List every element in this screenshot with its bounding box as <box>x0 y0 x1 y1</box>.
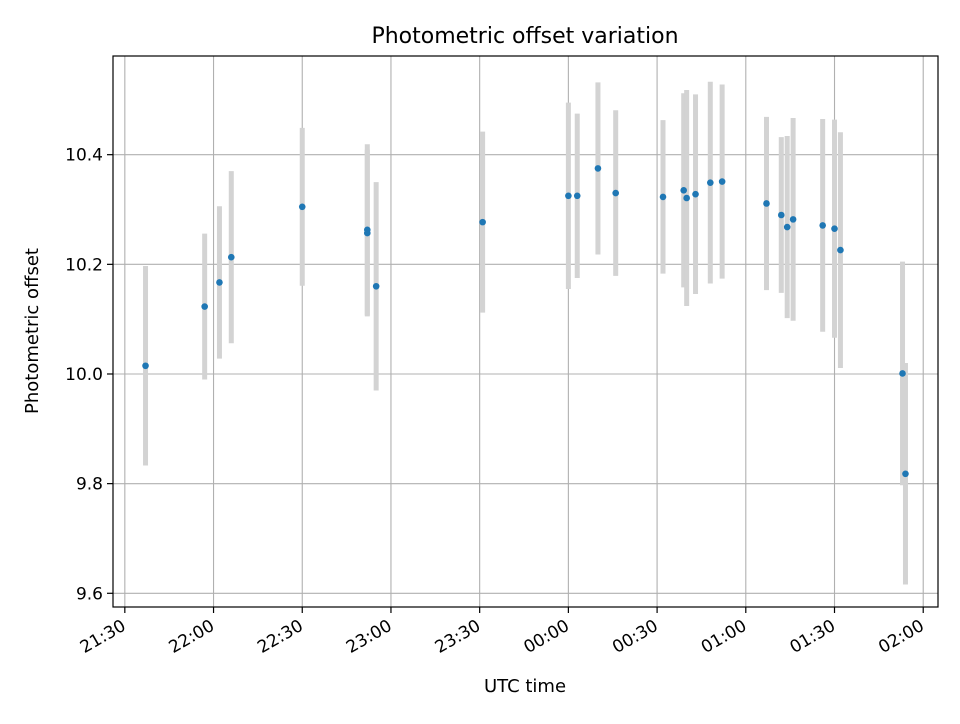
data-point <box>692 190 699 198</box>
data-point <box>216 279 223 286</box>
data-point <box>372 282 380 290</box>
data-point <box>783 223 791 231</box>
data-point <box>683 194 690 202</box>
data-point <box>899 370 906 377</box>
data-points <box>142 165 909 478</box>
data-point <box>902 470 909 478</box>
y-tick-label: 10.0 <box>65 365 103 385</box>
data-point <box>142 362 149 370</box>
y-tick-label: 9.6 <box>76 584 103 604</box>
data-point <box>201 303 208 310</box>
data-point <box>831 225 838 233</box>
y-axis-label: Photometric offset <box>22 248 43 414</box>
data-point <box>565 192 572 200</box>
data-point <box>819 222 826 229</box>
plot-frame <box>112 55 939 608</box>
x-axis-label: UTC time <box>484 676 566 697</box>
y-tick-label: 10.4 <box>65 146 103 166</box>
y-axis: 9.6 9.8 10.0 10.2 10.4 <box>65 146 113 604</box>
data-point <box>718 178 726 185</box>
data-point <box>837 246 844 254</box>
data-point <box>659 193 667 201</box>
data-point <box>763 200 770 207</box>
data-point <box>789 216 797 223</box>
data-point <box>680 187 687 194</box>
data-point <box>573 192 581 200</box>
data-point <box>479 218 486 226</box>
data-point <box>707 179 714 186</box>
data-point <box>777 211 785 219</box>
data-point <box>612 189 619 197</box>
y-tick-label: 10.2 <box>65 255 103 275</box>
y-tick-label: 9.8 <box>76 475 103 495</box>
data-point <box>298 203 306 211</box>
data-point <box>364 226 371 234</box>
chart-title: Photometric offset variation <box>371 24 678 49</box>
data-point <box>227 253 235 261</box>
data-point <box>594 165 602 172</box>
